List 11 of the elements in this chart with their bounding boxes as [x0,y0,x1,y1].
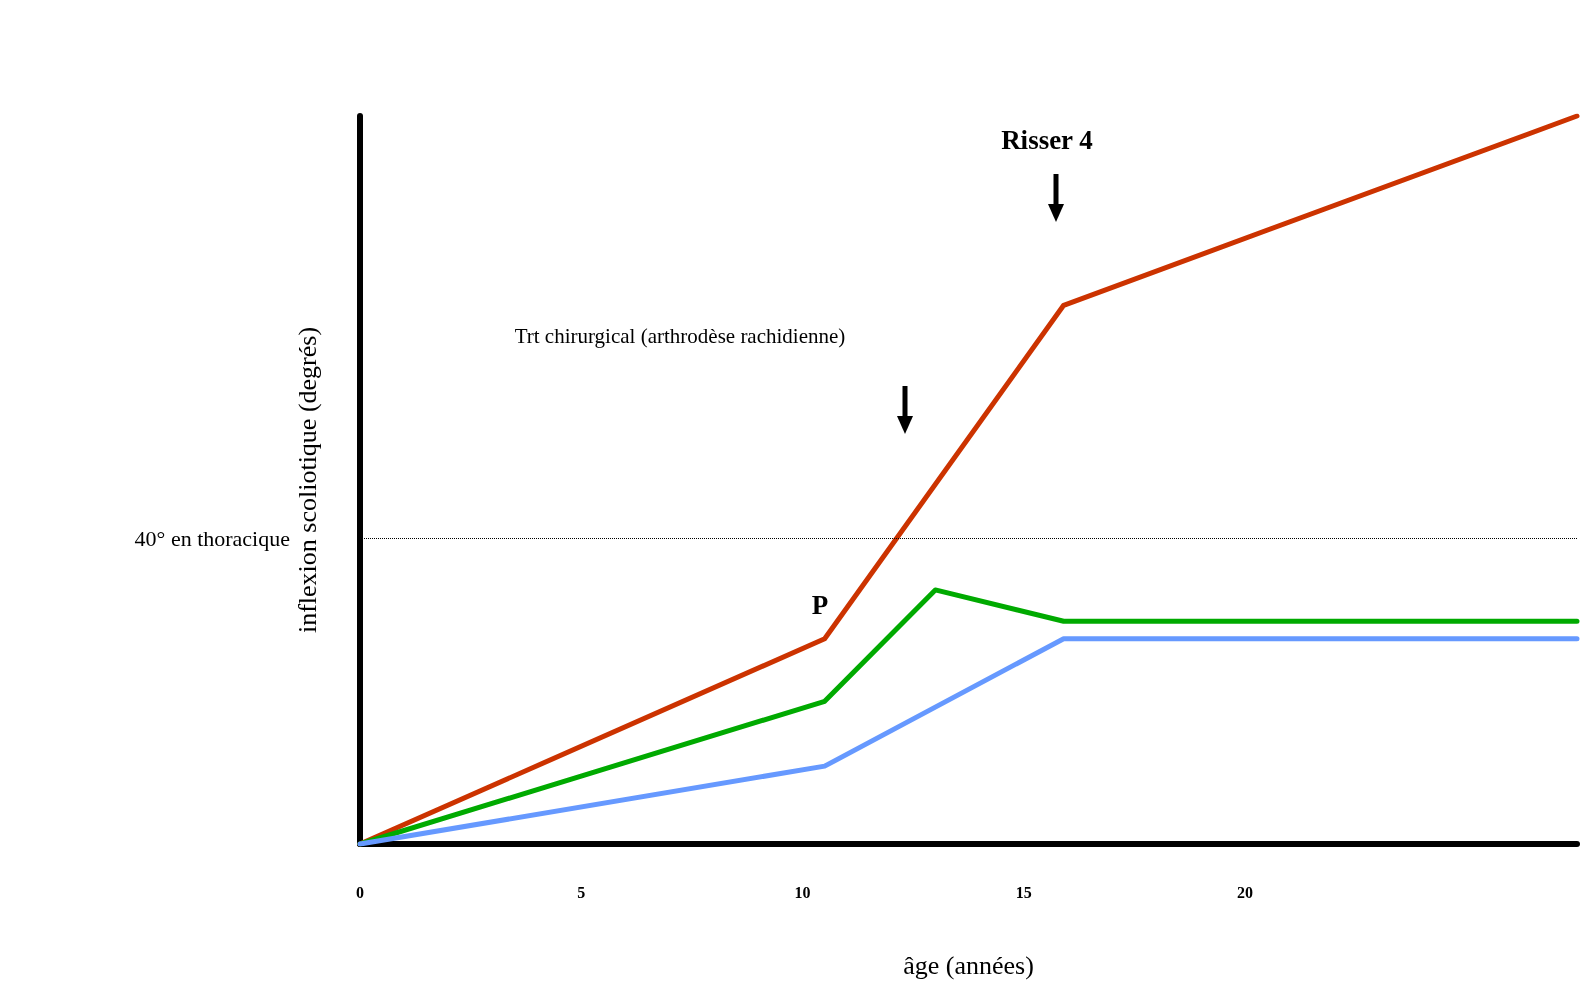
x-tick-label: 0 [356,883,364,901]
annotation: Trt chirurgical (arthrodèse rachidienne) [514,324,846,348]
x-tick-label: 5 [577,883,586,901]
annotation: Risser 4 [1001,125,1093,155]
annotation: P [811,590,829,620]
x-tick-label: 15 [1015,883,1032,901]
y-axis-title: inflexion scoliotique (degrés) [292,326,322,634]
x-tick-label: 10 [794,883,811,901]
x-tick-label: 20 [1237,883,1254,901]
ref-line-label: 40° en thoracique [134,525,290,551]
x-axis-title: âge (années) [903,950,1034,980]
